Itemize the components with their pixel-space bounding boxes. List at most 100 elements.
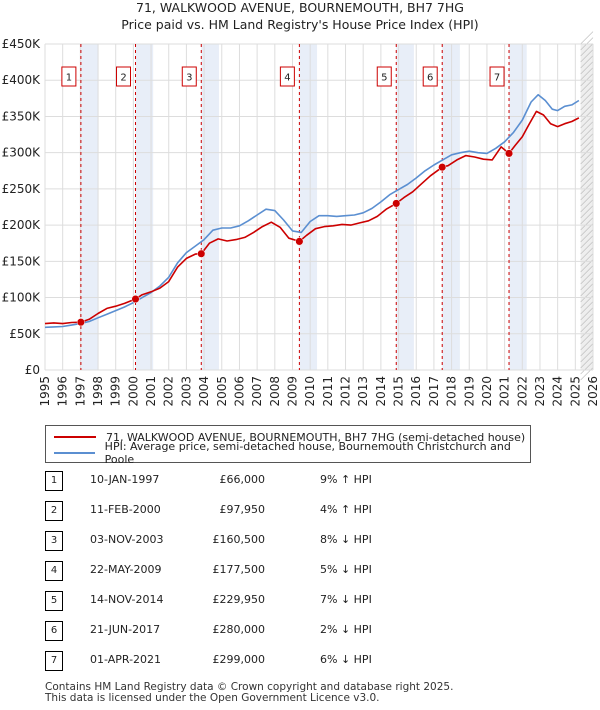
future-hatch bbox=[580, 127, 594, 141]
future-hatch bbox=[580, 319, 594, 333]
sale-number-box bbox=[116, 66, 132, 87]
x-tick-label: 2005 bbox=[215, 376, 229, 407]
sale-number: 3 bbox=[45, 531, 63, 551]
y-tick-label: £200K bbox=[2, 218, 42, 232]
sale-number-box bbox=[181, 66, 197, 87]
sale-number-box bbox=[61, 66, 77, 87]
x-tick-label: 2016 bbox=[409, 376, 423, 407]
sale-period-shade bbox=[135, 44, 154, 370]
sale-date: 01-APR-2021 bbox=[90, 653, 162, 666]
future-hatch bbox=[580, 97, 594, 111]
future-hatch bbox=[580, 79, 594, 93]
future-hatch bbox=[580, 337, 594, 351]
sale-marker bbox=[295, 237, 304, 246]
y-tick-label: £50K bbox=[9, 327, 41, 341]
sales-row: 6 21-JUN-2017 £280,000 2% ↓ HPI bbox=[45, 621, 445, 641]
future-hatch bbox=[580, 313, 594, 327]
future-hatch bbox=[580, 55, 594, 69]
sale-date: 11-FEB-2000 bbox=[90, 503, 161, 516]
x-tick-label: 2004 bbox=[197, 376, 211, 407]
y-tick-label: £150K bbox=[2, 254, 42, 268]
y-tick-label: £300K bbox=[2, 146, 42, 160]
x-tick-label: 2023 bbox=[533, 376, 547, 407]
sale-number: 6 bbox=[45, 621, 63, 641]
y-tick-label: £250K bbox=[2, 182, 42, 196]
future-hatch bbox=[580, 271, 594, 285]
sale-period-shade bbox=[80, 44, 99, 370]
sale-number: 7 bbox=[45, 651, 63, 671]
future-hatch bbox=[580, 133, 594, 147]
sale-price: £229,950 bbox=[212, 593, 266, 606]
y-tick-label: £400K bbox=[2, 73, 42, 87]
sale-hpi-diff: 4% ↑ HPI bbox=[320, 503, 372, 516]
x-tick-label: 2010 bbox=[303, 376, 317, 407]
x-tick-label: 2000 bbox=[126, 376, 140, 407]
future-hatch bbox=[580, 217, 594, 231]
sale-marker bbox=[76, 318, 85, 327]
x-tick-label: 2007 bbox=[250, 376, 264, 407]
future-hatch bbox=[580, 67, 594, 81]
future-hatch bbox=[580, 247, 594, 261]
x-tick-label: 1999 bbox=[109, 376, 123, 407]
future-hatch bbox=[580, 49, 594, 63]
future-hatch bbox=[580, 193, 594, 207]
sale-number: 5 bbox=[45, 591, 63, 611]
chart-title: 71, WALKWOOD AVENUE, BOURNEMOUTH, BH7 7H… bbox=[136, 0, 464, 15]
sales-row: 4 22-MAY-2009 £177,500 5% ↓ HPI bbox=[45, 561, 445, 581]
legend-item-hpi: HPI: Average price, semi-detached house,… bbox=[54, 440, 530, 466]
sale-hpi-diff: 2% ↓ HPI bbox=[320, 623, 372, 636]
sale-marker bbox=[438, 163, 447, 172]
sale-period-shade bbox=[509, 44, 527, 370]
sale-price: £280,000 bbox=[212, 623, 266, 636]
sales-row: 5 14-NOV-2014 £229,950 7% ↓ HPI bbox=[45, 591, 445, 611]
x-tick-label: 2018 bbox=[445, 376, 459, 407]
x-tick-label: 1997 bbox=[73, 376, 87, 407]
future-hatch bbox=[580, 229, 594, 243]
sale-number: 2 bbox=[45, 501, 63, 521]
future-hatch bbox=[580, 277, 594, 291]
sale-price: £97,950 bbox=[219, 503, 266, 516]
future-hatch bbox=[580, 151, 594, 165]
x-tick-label: 2020 bbox=[480, 376, 494, 407]
future-hatch bbox=[580, 289, 594, 303]
sale-date: 21-JUN-2017 bbox=[90, 623, 161, 636]
sales-row: 7 01-APR-2021 £299,000 6% ↓ HPI bbox=[45, 651, 445, 671]
sale-period-shade bbox=[299, 44, 318, 370]
sale-number-label: 4 bbox=[284, 73, 290, 84]
future-hatch bbox=[580, 235, 594, 249]
sales-row: 3 03-NOV-2003 £160,500 8% ↓ HPI bbox=[45, 531, 445, 551]
sale-marker bbox=[392, 199, 401, 208]
x-tick-label: 2026 bbox=[586, 376, 600, 407]
legend-label-property: 71, WALKWOOD AVENUE, BOURNEMOUTH, BH7 7H… bbox=[106, 430, 526, 444]
sales-row: 2 11-FEB-2000 £97,950 4% ↑ HPI bbox=[45, 501, 445, 521]
x-tick-label: 2024 bbox=[551, 376, 565, 407]
x-tick-label: 1996 bbox=[56, 376, 70, 407]
x-tick-label: 2009 bbox=[285, 376, 299, 407]
x-tick-label: 2019 bbox=[462, 376, 476, 407]
sale-hpi-diff: 9% ↑ HPI bbox=[320, 473, 372, 486]
x-tick-label: 2003 bbox=[179, 376, 193, 407]
legend-item-property: 71, WALKWOOD AVENUE, BOURNEMOUTH, BH7 7H… bbox=[54, 429, 525, 445]
sale-hpi-diff: 6% ↓ HPI bbox=[320, 653, 372, 666]
sale-price: £177,500 bbox=[212, 563, 266, 576]
future-hatch bbox=[580, 283, 594, 297]
x-tick-label: 2008 bbox=[268, 376, 282, 407]
future-hatch bbox=[580, 61, 594, 75]
x-tick-label: 2013 bbox=[356, 376, 370, 407]
x-tick-label: 1998 bbox=[91, 376, 105, 407]
future-hatch bbox=[580, 121, 594, 135]
sale-number-box bbox=[376, 66, 392, 87]
sale-period-shade bbox=[201, 44, 219, 370]
future-hatch bbox=[580, 265, 594, 279]
future-hatch bbox=[580, 325, 594, 339]
future-hatch bbox=[580, 205, 594, 219]
sale-number-label: 6 bbox=[427, 73, 433, 84]
sale-marker bbox=[504, 149, 514, 158]
future-hatch bbox=[580, 199, 594, 213]
sale-price: £66,000 bbox=[219, 473, 266, 486]
sale-date: 22-MAY-2009 bbox=[90, 563, 162, 576]
x-tick-label: 2021 bbox=[498, 376, 512, 407]
sale-period-shade bbox=[396, 44, 414, 370]
future-hatch bbox=[580, 187, 594, 201]
x-tick-label: 2006 bbox=[232, 376, 246, 407]
